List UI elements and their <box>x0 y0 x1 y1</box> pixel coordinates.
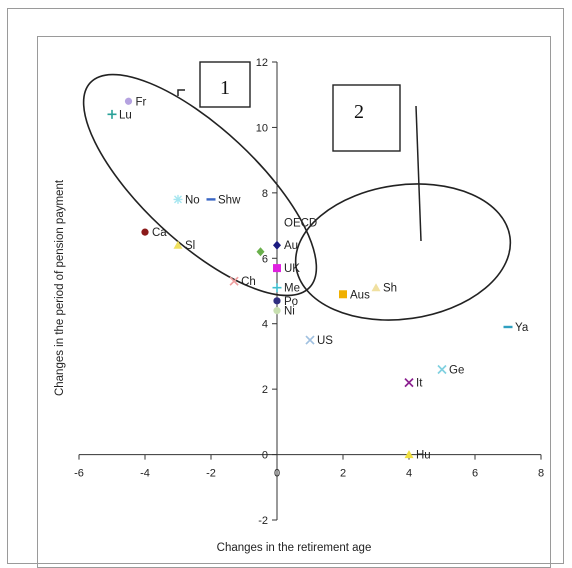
data-point-no: No <box>173 194 200 206</box>
point-label: Shw <box>218 194 241 206</box>
point-marker <box>339 290 347 299</box>
y-tick-label: 6 <box>262 253 268 265</box>
point-label: Me <box>284 283 300 295</box>
point-marker <box>404 450 414 459</box>
group-2-ellipse <box>294 183 512 321</box>
outer-frame <box>7 8 564 564</box>
data-point-ya: Ya <box>503 322 529 334</box>
group-1-corner-mark <box>177 89 185 96</box>
point-marker <box>273 240 281 250</box>
point-label: Ca <box>152 227 167 239</box>
point-marker <box>124 97 133 105</box>
data-point-po: Po <box>273 296 298 308</box>
point-label: Po <box>284 296 298 308</box>
point-marker <box>206 198 216 201</box>
point-marker <box>503 325 513 329</box>
data-point-ge: Ge <box>437 364 464 377</box>
point-marker <box>173 194 183 204</box>
data-point-ca: Ca <box>141 227 167 239</box>
point-marker <box>305 335 315 345</box>
point-marker <box>141 228 149 236</box>
data-point-sl: Sl <box>173 240 195 252</box>
data-point-fr: Fr <box>124 96 147 108</box>
point-label: Fr <box>136 96 147 108</box>
x-tick-label: 6 <box>472 468 478 480</box>
point-marker <box>273 307 281 315</box>
point-label: Ge <box>449 365 464 377</box>
point-marker <box>273 264 281 273</box>
point-label: It <box>416 378 423 390</box>
group-2-box <box>332 84 401 152</box>
data-point-au: Au <box>273 240 298 252</box>
x-tick-label: 0 <box>274 468 280 480</box>
data-point <box>256 247 265 257</box>
group-1-box <box>199 61 251 108</box>
data-point-uk: UK <box>273 263 300 275</box>
x-tick-label: 2 <box>340 468 346 480</box>
point-label: Au <box>284 240 298 252</box>
x-tick-label: -4 <box>140 468 150 480</box>
data-point-us: US <box>305 335 333 347</box>
point-label: No <box>185 194 200 206</box>
point-label: UK <box>284 263 300 275</box>
point-label: Hu <box>416 450 431 462</box>
point-label: Ch <box>241 276 256 288</box>
data-point-it: It <box>404 377 423 390</box>
data-point-aus: Aus <box>339 289 370 301</box>
data-point-ch: Ch <box>229 276 256 288</box>
point-marker <box>404 377 414 388</box>
data-point-hu: Hu <box>404 450 431 462</box>
data-point-oecd: OECD <box>284 217 317 229</box>
data-point-lu: Lu <box>107 109 132 121</box>
point-label: Ni <box>284 306 295 318</box>
point-label: Ya <box>515 322 529 334</box>
data-point-ni: Ni <box>273 306 295 318</box>
y-tick-label: -2 <box>258 515 268 527</box>
data-point-me: Me <box>272 283 300 295</box>
point-marker <box>173 240 183 249</box>
x-tick-label: 8 <box>538 468 544 480</box>
x-tick-label: -6 <box>74 468 84 480</box>
group-1-ellipse <box>82 73 318 297</box>
y-tick-label: 10 <box>256 122 268 134</box>
point-marker <box>437 364 447 375</box>
point-marker <box>273 297 281 305</box>
point-label: Aus <box>350 289 370 301</box>
point-label: Sl <box>185 240 195 252</box>
data-point-shw: Shw <box>206 194 241 206</box>
point-marker <box>229 276 239 286</box>
axes <box>78 61 542 521</box>
point-marker <box>371 283 381 292</box>
group-2-pointer-line <box>415 105 422 242</box>
y-tick-label: 8 <box>262 188 268 200</box>
x-tick-label: -2 <box>206 468 216 480</box>
point-marker <box>107 109 117 119</box>
x-tick-label: 4 <box>406 468 412 480</box>
annotations: 1 2 <box>82 61 512 321</box>
data-point-sh: Sh <box>371 283 397 295</box>
group-1-label: 1 <box>220 77 230 99</box>
group-2-label: 2 <box>354 101 364 123</box>
y-tick-label: 4 <box>262 319 268 331</box>
point-marker <box>256 247 265 257</box>
point-label: Sh <box>383 283 397 295</box>
point-label: OECD <box>284 217 317 229</box>
point-marker <box>272 283 282 293</box>
y-axis-label: Changes in the period of pension payment <box>54 179 66 396</box>
y-tick-label: 12 <box>256 57 268 69</box>
y-tick-label: 0 <box>262 450 268 462</box>
y-tick-label: 2 <box>262 384 268 396</box>
x-axis-label: Changes in the retirement age <box>217 542 372 554</box>
point-label: Lu <box>119 109 132 121</box>
point-label: US <box>317 335 333 347</box>
